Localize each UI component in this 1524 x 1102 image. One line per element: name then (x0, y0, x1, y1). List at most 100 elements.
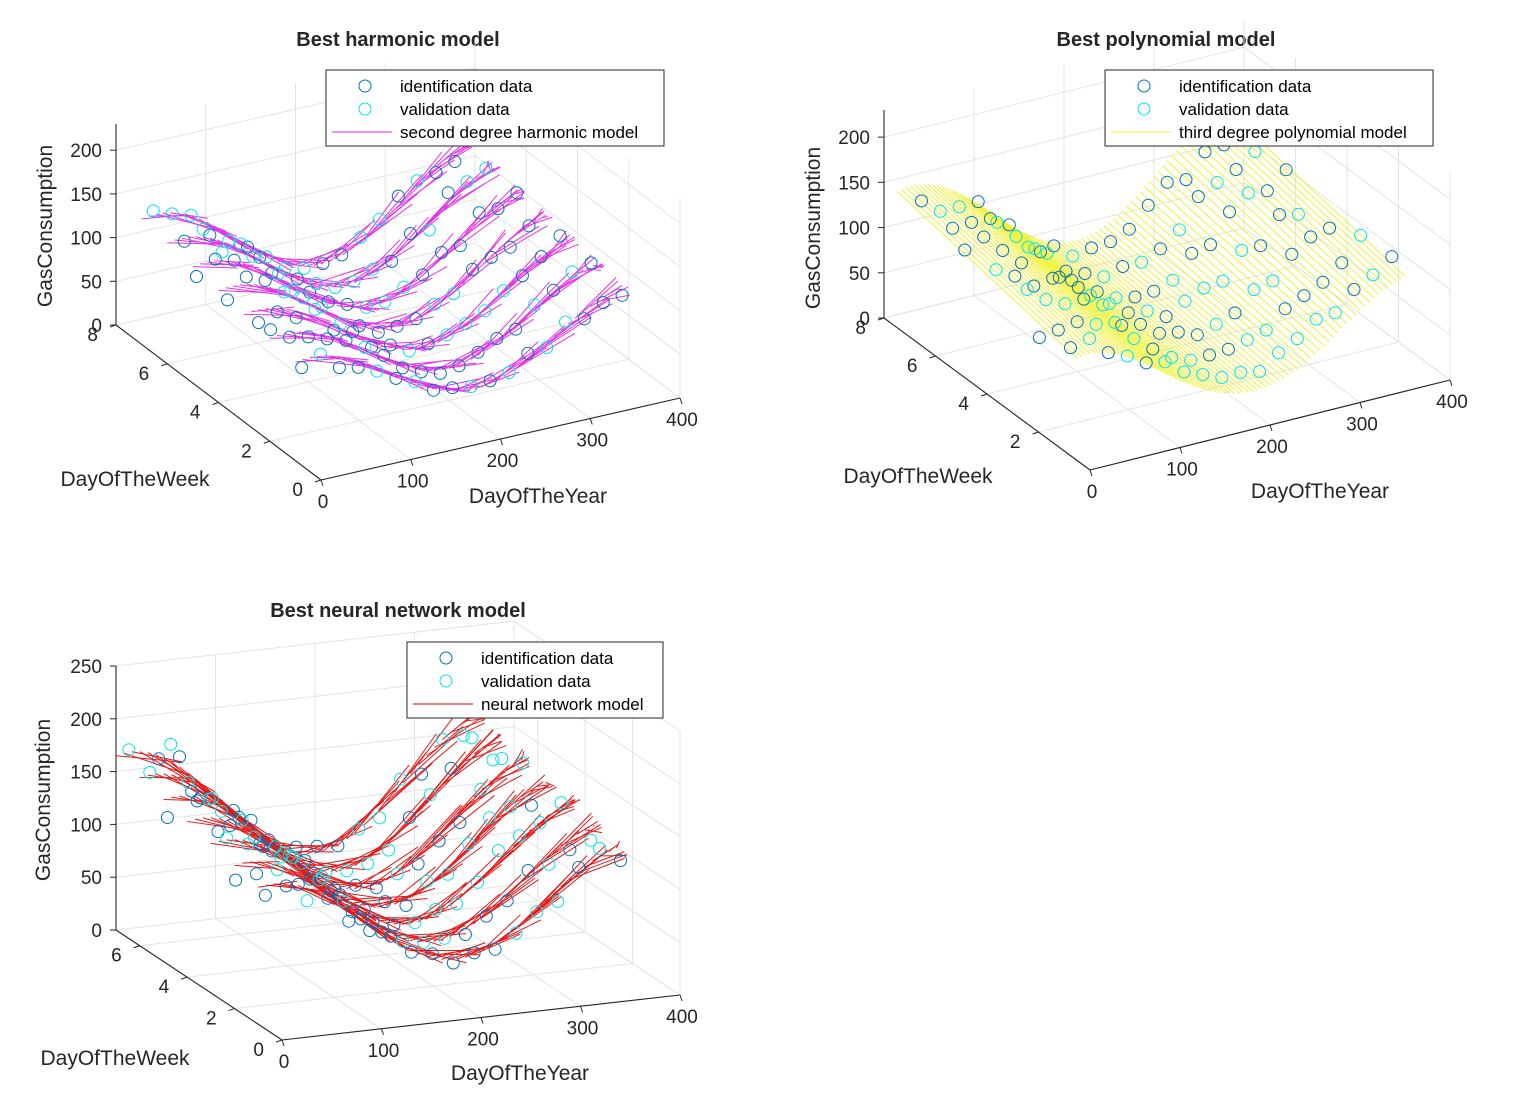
model-line (937, 185, 1118, 355)
model-line (1180, 145, 1361, 311)
validation-point (540, 341, 554, 354)
model-line (275, 844, 339, 847)
validation-point (1290, 332, 1304, 346)
model-lines (896, 108, 1406, 394)
identification-point (270, 305, 284, 319)
validation-point (373, 212, 386, 226)
model-line (1130, 201, 1312, 359)
validation-point (352, 822, 366, 836)
model-line (414, 159, 455, 189)
model-line (584, 851, 625, 868)
model-line (563, 257, 595, 284)
y-tick-label: 8 (87, 325, 98, 346)
model-line (441, 741, 503, 786)
x-tick-label: 200 (487, 451, 519, 472)
model-line (527, 271, 589, 315)
validation-point (358, 340, 372, 354)
identification-markers (152, 750, 627, 970)
model-line (308, 314, 361, 341)
validation-point (277, 285, 291, 299)
identification-point (466, 262, 479, 276)
identification-point (596, 296, 610, 310)
identification-point (371, 325, 385, 339)
validation-point (1240, 333, 1254, 347)
model-line (310, 266, 366, 286)
identification-point (399, 899, 413, 912)
model-line (250, 265, 297, 291)
validation-point (509, 926, 523, 940)
identification-point (177, 234, 191, 248)
axes (115, 124, 681, 481)
identification-point (467, 946, 481, 960)
validation-point (314, 347, 327, 361)
validation-point (268, 840, 282, 854)
x-tick (281, 1039, 285, 1047)
model-line (406, 359, 446, 368)
identification-point (357, 903, 371, 917)
identification-point (1153, 326, 1166, 340)
x-tick (1359, 402, 1363, 409)
model-line (1040, 238, 1222, 394)
identification-point (1008, 269, 1022, 283)
identification-point (563, 843, 577, 857)
legend-box (325, 69, 665, 147)
validation-point (336, 894, 350, 908)
model-line (1139, 191, 1321, 351)
y-tick-label: 4 (159, 977, 170, 998)
model-line (409, 763, 457, 821)
validation-point (420, 874, 434, 888)
model-line (501, 198, 525, 203)
model-line (512, 214, 547, 238)
model-line (570, 254, 592, 279)
model-line (513, 749, 524, 765)
model-line (968, 198, 1150, 367)
chart-title: Best harmonic model (296, 29, 499, 51)
model-line (489, 813, 542, 871)
model-line (541, 216, 549, 219)
model-line (515, 190, 526, 195)
legend-box (406, 641, 664, 719)
model-line (401, 805, 463, 870)
identification-point (1260, 184, 1274, 198)
identification-point (349, 878, 362, 892)
legend-label: second degree harmonic model (400, 123, 638, 142)
validation-point (1354, 228, 1368, 242)
model-line (1018, 229, 1199, 389)
identification-point (369, 881, 383, 895)
legend-marker (358, 102, 372, 116)
validation-point (1083, 332, 1096, 345)
validation-point (354, 230, 368, 244)
identification-point (1203, 348, 1216, 362)
identification-point (1121, 306, 1135, 320)
x-tick (1179, 447, 1183, 454)
validation-point (1209, 317, 1223, 331)
model-line (538, 243, 579, 261)
model-line (973, 200, 1154, 369)
model-line (298, 866, 347, 903)
identification-point (391, 189, 405, 203)
model-line (382, 225, 417, 267)
identification-point (352, 319, 366, 333)
identification-point (1071, 280, 1085, 294)
model-line (417, 795, 495, 857)
validation-point (486, 753, 500, 767)
model-line (521, 781, 544, 798)
validation-point (1210, 176, 1224, 189)
model-line (413, 365, 451, 370)
model-line (198, 218, 249, 250)
legend-marker (439, 674, 453, 688)
validation-point (1272, 346, 1285, 360)
model-line (516, 246, 561, 280)
identification-point (310, 839, 324, 853)
model-line (411, 175, 472, 241)
model-line (932, 184, 1114, 355)
identification-point (377, 348, 391, 362)
validation-point (247, 830, 261, 844)
chart-panel-2: Best polynomial model0100200300400246805… (802, 20, 1468, 503)
model-line (521, 751, 525, 761)
x-tick (679, 397, 683, 405)
gridline-z (115, 831, 681, 943)
y-tick (180, 976, 188, 980)
gridline-z (115, 884, 681, 996)
model-line (532, 316, 592, 356)
